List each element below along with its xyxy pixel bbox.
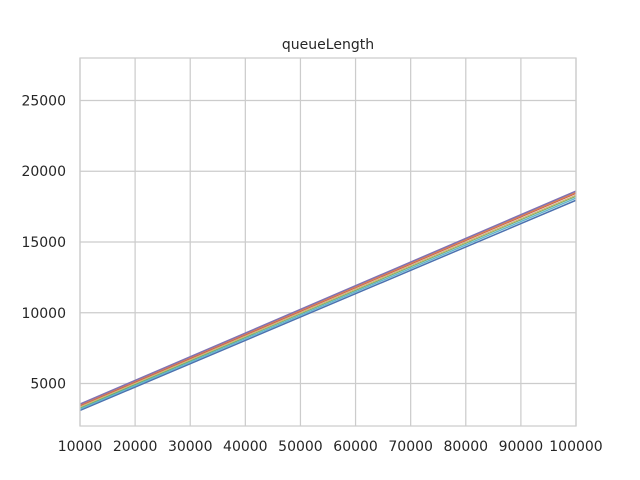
y-tick-label: 20000 bbox=[21, 164, 66, 180]
y-axis-ticks: 5000 10000 15000 20000 25000 bbox=[21, 93, 66, 392]
series-lines bbox=[79, 190, 577, 412]
series-line bbox=[79, 197, 577, 410]
plot-frame bbox=[79, 57, 577, 427]
chart-title: queueLength bbox=[282, 37, 374, 53]
series-line bbox=[79, 199, 577, 412]
series-line bbox=[79, 190, 577, 405]
x-tick-label: 10000 bbox=[58, 439, 103, 455]
x-tick-label: 50000 bbox=[278, 439, 323, 455]
y-tick-label: 5000 bbox=[30, 377, 66, 393]
x-tick-label: 70000 bbox=[388, 439, 433, 455]
x-tick-label: 40000 bbox=[223, 439, 268, 455]
series-line bbox=[79, 191, 577, 406]
y-tick-label: 25000 bbox=[21, 93, 66, 109]
x-tick-label: 80000 bbox=[444, 439, 489, 455]
x-tick-label: 90000 bbox=[499, 439, 544, 455]
x-tick-label: 60000 bbox=[333, 439, 378, 455]
x-tick-label: 30000 bbox=[168, 439, 213, 455]
grid bbox=[79, 58, 577, 426]
y-tick-label: 15000 bbox=[21, 235, 66, 251]
y-tick-label: 10000 bbox=[21, 306, 66, 322]
x-tick-label: 100000 bbox=[549, 439, 602, 455]
series-line bbox=[79, 194, 577, 408]
x-tick-label: 20000 bbox=[113, 439, 158, 455]
x-axis-ticks: 10000 20000 30000 40000 50000 60000 70000 80000… bbox=[58, 439, 603, 455]
